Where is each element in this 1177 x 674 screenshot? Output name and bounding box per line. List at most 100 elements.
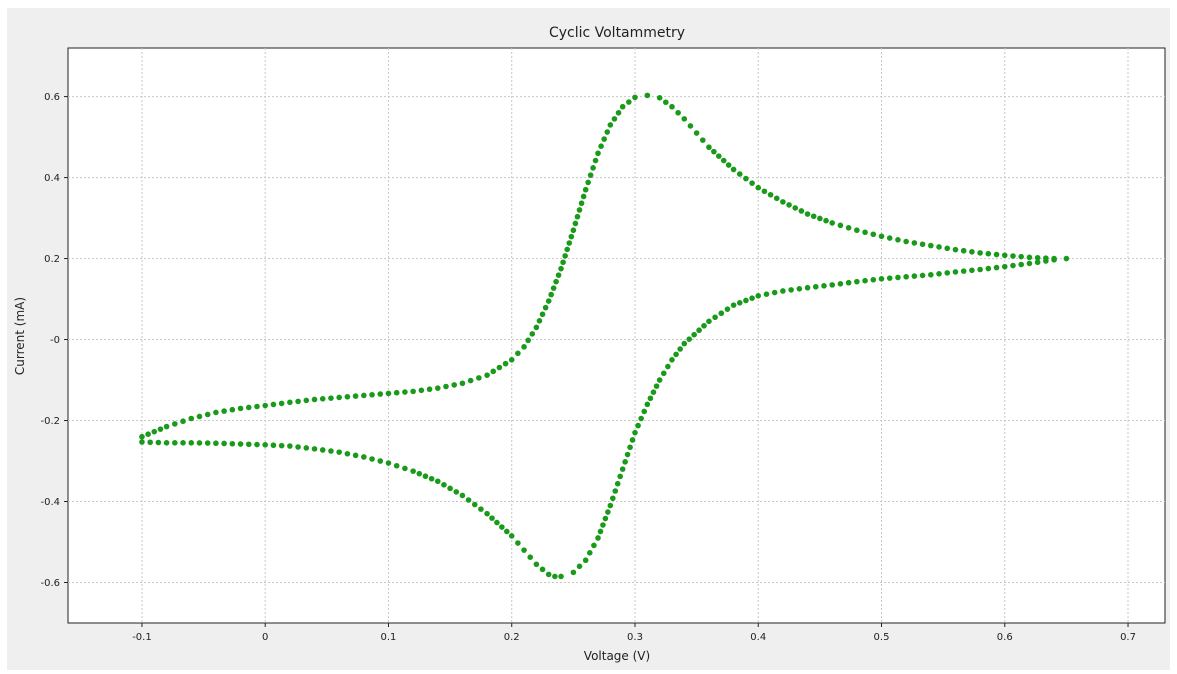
data-point (619, 466, 626, 472)
data-point (1001, 263, 1008, 270)
data-point (969, 267, 975, 274)
data-point (845, 279, 852, 286)
x-tick-label: 0.6 (997, 632, 1013, 643)
data-point (615, 109, 622, 116)
data-point (459, 492, 466, 499)
data-point (278, 442, 285, 449)
data-point (681, 116, 688, 122)
data-point (145, 431, 151, 438)
data-point (720, 157, 727, 164)
data-point (626, 99, 632, 105)
data-point (352, 452, 359, 459)
data-point (837, 281, 844, 287)
data-point (641, 408, 648, 415)
data-point (344, 450, 351, 457)
data-point (767, 191, 774, 198)
data-point (572, 220, 579, 227)
x-tick-label: 0.7 (1120, 632, 1136, 643)
data-point (1010, 262, 1016, 269)
data-point (533, 324, 540, 331)
data-point (539, 566, 546, 573)
x-tick-label: 0.5 (874, 632, 890, 643)
x-tick-label: 0.4 (750, 632, 766, 643)
data-point (635, 422, 641, 429)
data-point (180, 418, 186, 425)
data-point (393, 389, 400, 396)
data-point (612, 488, 619, 494)
data-point (749, 180, 755, 186)
data-point (653, 383, 660, 389)
data-point (773, 195, 780, 202)
data-point (385, 390, 392, 397)
data-point (369, 391, 375, 398)
data-point (701, 322, 707, 329)
data-point (771, 289, 778, 296)
data-point (555, 272, 562, 278)
data-point (237, 405, 244, 412)
data-point (604, 129, 611, 135)
data-point (587, 172, 594, 178)
data-point (817, 215, 823, 222)
data-point (693, 130, 700, 136)
data-point (870, 276, 877, 283)
data-point (903, 273, 909, 280)
y-tick-label: -0.4 (40, 497, 60, 508)
data-point (434, 478, 441, 485)
data-point (736, 300, 743, 306)
data-point (566, 240, 573, 246)
data-point (163, 440, 170, 446)
data-point (459, 380, 466, 387)
data-point (687, 123, 694, 129)
data-point (441, 482, 447, 488)
data-point (944, 245, 951, 252)
data-point (245, 441, 252, 448)
data-point (597, 528, 604, 535)
data-point (361, 392, 367, 399)
data-point (155, 439, 162, 446)
data-point (139, 439, 145, 445)
grid-lines (68, 48, 1165, 623)
data-point (706, 144, 712, 151)
chart-title: Cyclic Voltammetry (549, 25, 685, 41)
data-point (936, 244, 942, 250)
x-tick-label: 0.1 (381, 632, 397, 643)
x-tick-label: -0.1 (132, 632, 152, 643)
data-point (287, 399, 293, 406)
data-point (377, 458, 384, 464)
data-point (936, 271, 942, 277)
data-point (508, 356, 515, 363)
data-point (629, 437, 636, 443)
data-point (928, 242, 934, 249)
data-point (911, 240, 918, 246)
data-point (804, 211, 811, 217)
data-point (595, 535, 601, 541)
data-point (711, 148, 717, 155)
data-point (985, 250, 992, 257)
data-point (749, 295, 755, 301)
data-point (622, 459, 628, 465)
data-point (319, 396, 326, 402)
data-point (303, 397, 310, 404)
data-point (582, 186, 589, 193)
data-point (804, 284, 811, 291)
data-point (570, 569, 577, 576)
x-tick-label: 0.3 (627, 632, 643, 643)
data-point (410, 468, 416, 474)
data-point (527, 554, 534, 560)
data-point (478, 506, 484, 512)
data-point (151, 428, 158, 435)
data-point (521, 547, 527, 553)
data-point (489, 515, 495, 521)
data-point (656, 95, 663, 101)
data-point (402, 465, 408, 472)
data-point (1018, 261, 1024, 268)
data-point (576, 207, 583, 213)
data-point (878, 276, 885, 282)
data-point (821, 283, 827, 289)
data-point (467, 377, 474, 384)
data-point (539, 311, 546, 318)
data-point (743, 297, 749, 304)
data-point (465, 497, 472, 503)
data-point (147, 439, 153, 446)
data-point (578, 200, 585, 207)
